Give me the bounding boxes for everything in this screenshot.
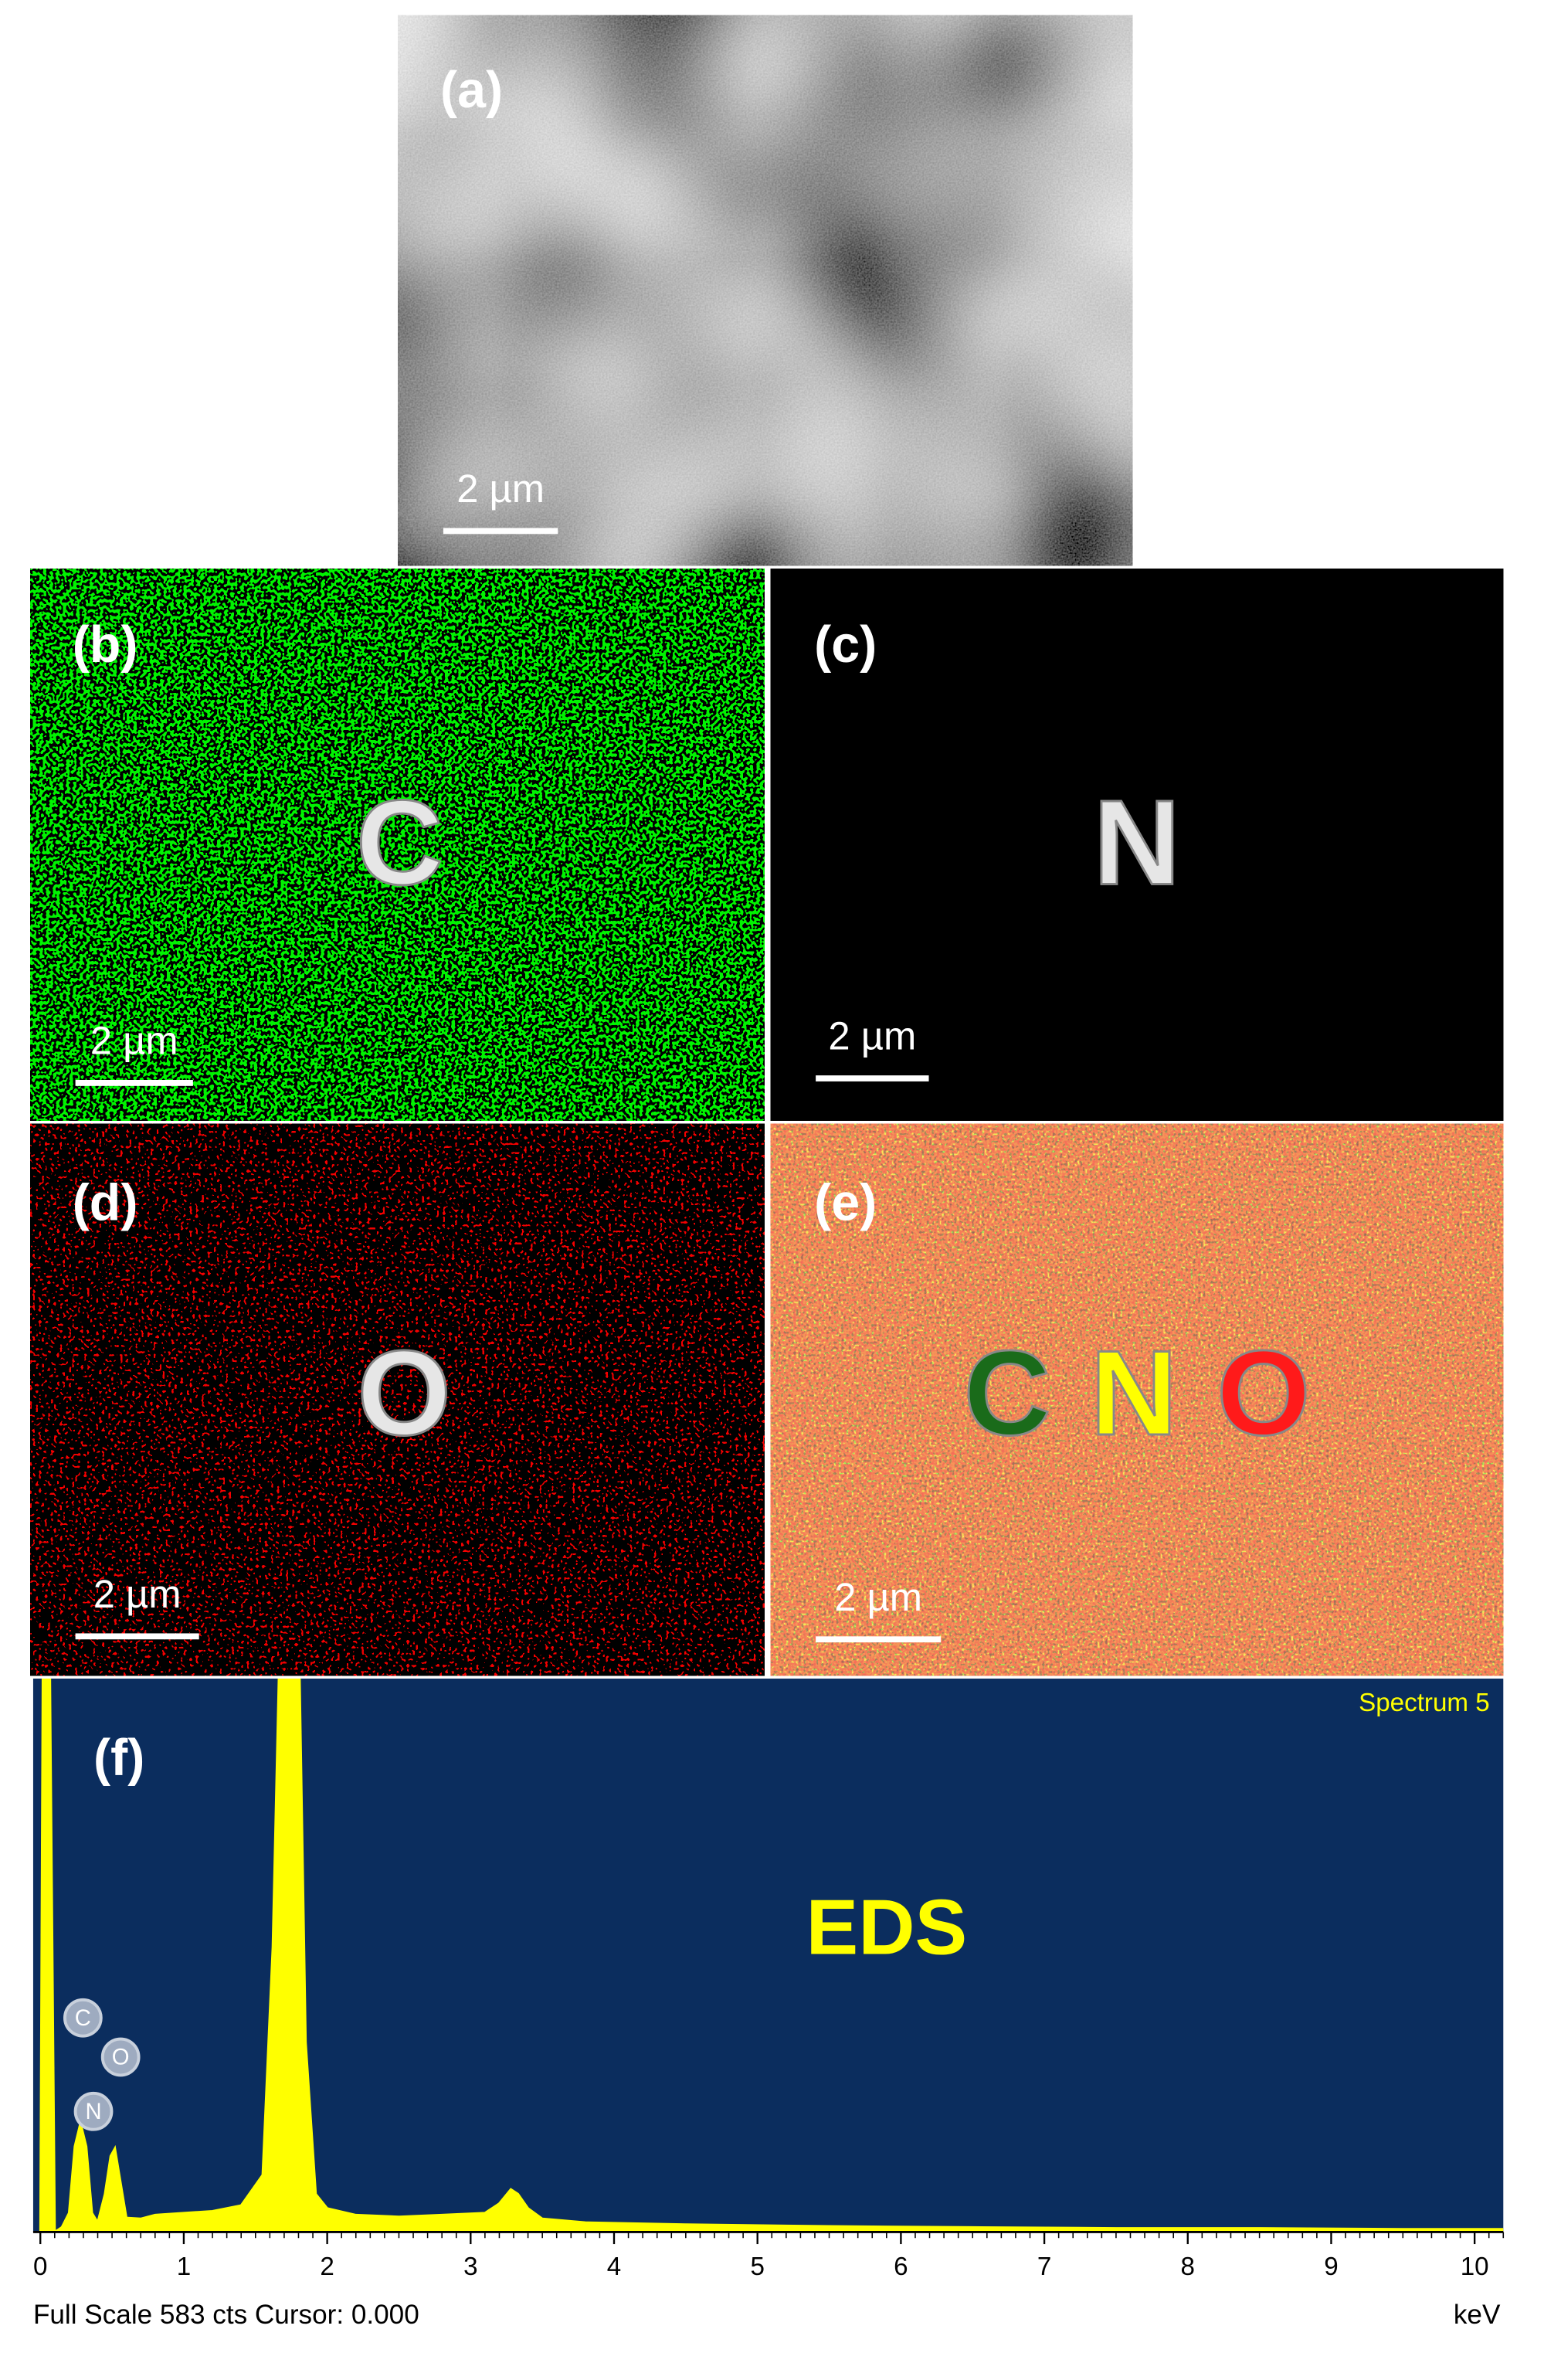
element-label: O xyxy=(1217,1326,1310,1461)
x-tick-label: 1 xyxy=(177,2253,191,2281)
panel-label: (f) xyxy=(93,1730,144,1787)
panel-label: (a) xyxy=(440,62,503,119)
peak-label: C xyxy=(75,2005,91,2031)
x-tick-label: 3 xyxy=(463,2253,477,2281)
overlay-map xyxy=(770,1123,1504,1676)
x-tick-label: 8 xyxy=(1181,2253,1195,2281)
panel-label: (d) xyxy=(73,1175,138,1232)
element-label: N xyxy=(1091,1326,1178,1461)
panel-label: (b) xyxy=(73,616,138,674)
scale-bar-label: 2 µm xyxy=(456,467,545,511)
scale-bar xyxy=(75,1633,199,1640)
spectrum-background xyxy=(32,1678,1504,2232)
element-label: O xyxy=(357,1326,450,1461)
x-tick-label: 7 xyxy=(1037,2253,1051,2281)
annotation: EDS xyxy=(806,1883,968,1971)
spectrum-line xyxy=(39,1678,1504,2232)
peak-marker xyxy=(73,2091,114,2131)
scale-bar-label: 2 µm xyxy=(90,1019,178,1063)
scale-bar xyxy=(816,1075,929,1081)
scale-bar-label: 2 µm xyxy=(93,1572,182,1616)
footer: Full Scale 583 cts Cursor: 0.000 xyxy=(33,2300,419,2330)
sem-image xyxy=(398,15,1133,566)
x-tick-label: 0 xyxy=(33,2253,47,2281)
carbon-map xyxy=(30,569,765,1121)
panel-label: (e) xyxy=(814,1175,877,1232)
scale-bar xyxy=(816,1636,942,1643)
panel-label: (c) xyxy=(814,616,877,674)
scale-bar-label: 2 µm xyxy=(834,1575,922,1619)
x-tick-label: 4 xyxy=(607,2253,621,2281)
scale-bar xyxy=(75,1079,193,1086)
peak-marker xyxy=(100,2037,141,2077)
subtitle: Spectrum 5 xyxy=(1359,1689,1490,1717)
element-label: C xyxy=(356,776,443,910)
element-label: N xyxy=(1094,776,1181,910)
element-label: C xyxy=(964,1326,1051,1461)
x-tick-label: 6 xyxy=(894,2253,908,2281)
peak-marker xyxy=(63,1998,103,2038)
peak-label: N xyxy=(85,2099,101,2124)
x-tick-label: 5 xyxy=(750,2253,764,2281)
peak-label: O xyxy=(112,2045,130,2070)
scale-bar-label: 2 µm xyxy=(828,1014,916,1058)
nitrogen-map xyxy=(770,569,1504,1121)
x-tick-label: 10 xyxy=(1461,2253,1489,2281)
scale-bar xyxy=(443,528,558,535)
oxygen-map xyxy=(30,1123,765,1676)
x-axis-label: keV xyxy=(1454,2300,1501,2330)
x-tick-label: 2 xyxy=(320,2253,334,2281)
x-tick-label: 9 xyxy=(1324,2253,1338,2281)
